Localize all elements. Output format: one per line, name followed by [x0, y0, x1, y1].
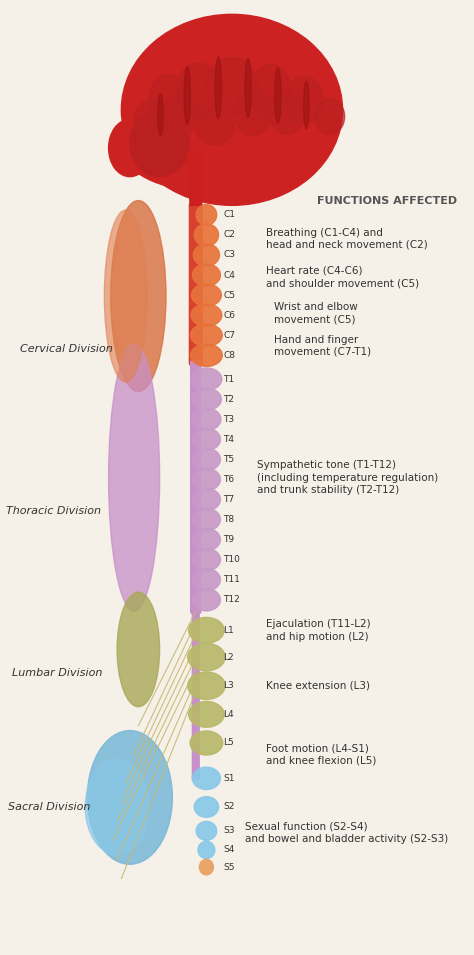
- Ellipse shape: [192, 448, 220, 471]
- Ellipse shape: [303, 81, 309, 129]
- Ellipse shape: [192, 767, 220, 790]
- Text: Heart rate (C4-C6)
and shoulder movement (C5): Heart rate (C4-C6) and shoulder movement…: [266, 265, 419, 288]
- Text: Sexual function (S2-S4)
and bowel and bladder activity (S2-S3): Sexual function (S2-S4) and bowel and bl…: [245, 821, 448, 844]
- Text: T6: T6: [223, 475, 235, 484]
- Ellipse shape: [149, 74, 187, 126]
- Text: L5: L5: [223, 738, 234, 748]
- Ellipse shape: [191, 304, 222, 327]
- Ellipse shape: [158, 94, 163, 136]
- Ellipse shape: [191, 368, 222, 391]
- FancyBboxPatch shape: [190, 203, 202, 365]
- Text: Cervical Division: Cervical Division: [20, 344, 112, 353]
- Ellipse shape: [87, 731, 173, 864]
- Ellipse shape: [191, 344, 222, 367]
- Text: C3: C3: [223, 250, 236, 260]
- Text: Foot motion (L4-S1)
and knee flexion (L5): Foot motion (L4-S1) and knee flexion (L5…: [266, 743, 376, 766]
- Text: L4: L4: [223, 710, 234, 719]
- Text: S1: S1: [223, 774, 235, 783]
- Ellipse shape: [196, 821, 217, 840]
- Ellipse shape: [111, 201, 166, 392]
- Text: T7: T7: [223, 495, 235, 504]
- Text: T5: T5: [223, 455, 235, 464]
- Text: L2: L2: [223, 652, 234, 662]
- Ellipse shape: [274, 68, 281, 123]
- Ellipse shape: [191, 388, 221, 411]
- Ellipse shape: [188, 644, 225, 670]
- Ellipse shape: [192, 468, 220, 491]
- Text: C1: C1: [223, 210, 236, 220]
- Ellipse shape: [194, 796, 219, 817]
- Text: T10: T10: [223, 555, 240, 564]
- Ellipse shape: [206, 57, 257, 115]
- Ellipse shape: [177, 63, 219, 118]
- Ellipse shape: [184, 67, 191, 124]
- Text: T1: T1: [223, 374, 235, 384]
- Ellipse shape: [192, 528, 220, 551]
- Text: T8: T8: [223, 515, 235, 524]
- Text: Lumbar Division: Lumbar Division: [12, 668, 103, 678]
- Ellipse shape: [104, 210, 147, 382]
- Ellipse shape: [192, 568, 220, 591]
- Text: FUNCTIONS AFFECTED: FUNCTIONS AFFECTED: [317, 196, 457, 205]
- Ellipse shape: [192, 488, 220, 511]
- Text: S4: S4: [223, 845, 235, 855]
- Ellipse shape: [215, 57, 221, 119]
- Polygon shape: [188, 153, 204, 205]
- Text: C2: C2: [223, 230, 235, 240]
- Text: T2: T2: [223, 394, 235, 404]
- Text: T9: T9: [223, 535, 235, 544]
- Ellipse shape: [121, 14, 343, 205]
- Text: Breathing (C1-C4) and
head and neck movement (C2): Breathing (C1-C4) and head and neck move…: [266, 227, 428, 250]
- FancyBboxPatch shape: [192, 610, 199, 779]
- Ellipse shape: [249, 64, 292, 117]
- Text: Wrist and elbow
movement (C5): Wrist and elbow movement (C5): [274, 302, 358, 325]
- Ellipse shape: [130, 110, 190, 177]
- Text: Thoracic Division: Thoracic Division: [6, 506, 101, 516]
- Ellipse shape: [196, 107, 234, 145]
- Ellipse shape: [194, 223, 219, 246]
- Ellipse shape: [188, 672, 225, 699]
- Text: C5: C5: [223, 290, 236, 300]
- Ellipse shape: [285, 76, 323, 124]
- Text: Knee extension (L3): Knee extension (L3): [266, 681, 370, 690]
- Ellipse shape: [234, 90, 273, 136]
- Text: C8: C8: [223, 350, 236, 360]
- Ellipse shape: [109, 119, 151, 177]
- Ellipse shape: [191, 284, 221, 307]
- Ellipse shape: [192, 264, 220, 286]
- Ellipse shape: [270, 95, 304, 135]
- Text: T11: T11: [223, 575, 240, 584]
- Text: S2: S2: [223, 802, 235, 812]
- Text: C6: C6: [223, 310, 236, 320]
- Text: Sacral Division: Sacral Division: [8, 802, 90, 812]
- Ellipse shape: [164, 94, 198, 136]
- Ellipse shape: [198, 841, 215, 859]
- Text: C4: C4: [223, 270, 235, 280]
- Text: T3: T3: [223, 414, 235, 424]
- Text: Ejaculation (T11-L2)
and hip motion (L2): Ejaculation (T11-L2) and hip motion (L2): [266, 619, 371, 642]
- Text: Sympathetic tone (T1-T12)
(including temperature regulation)
and trunk stability: Sympathetic tone (T1-T12) (including tem…: [257, 460, 438, 495]
- Ellipse shape: [117, 592, 160, 707]
- Ellipse shape: [200, 860, 213, 875]
- Ellipse shape: [109, 344, 160, 611]
- Text: S5: S5: [223, 862, 235, 872]
- Ellipse shape: [245, 58, 251, 117]
- Text: L3: L3: [223, 681, 234, 690]
- Ellipse shape: [134, 100, 168, 138]
- Ellipse shape: [192, 508, 220, 531]
- Text: C7: C7: [223, 330, 236, 340]
- Text: Hand and finger
movement (C7-T1): Hand and finger movement (C7-T1): [274, 334, 372, 357]
- Ellipse shape: [192, 588, 220, 611]
- Ellipse shape: [191, 324, 222, 347]
- Ellipse shape: [85, 759, 149, 855]
- Text: S3: S3: [223, 826, 235, 836]
- FancyBboxPatch shape: [191, 361, 201, 613]
- Text: L1: L1: [223, 626, 234, 635]
- Ellipse shape: [119, 94, 268, 189]
- Ellipse shape: [189, 701, 224, 728]
- Ellipse shape: [192, 408, 221, 431]
- Text: T4: T4: [223, 435, 235, 444]
- Ellipse shape: [192, 428, 220, 451]
- Ellipse shape: [192, 548, 220, 571]
- Ellipse shape: [189, 618, 224, 644]
